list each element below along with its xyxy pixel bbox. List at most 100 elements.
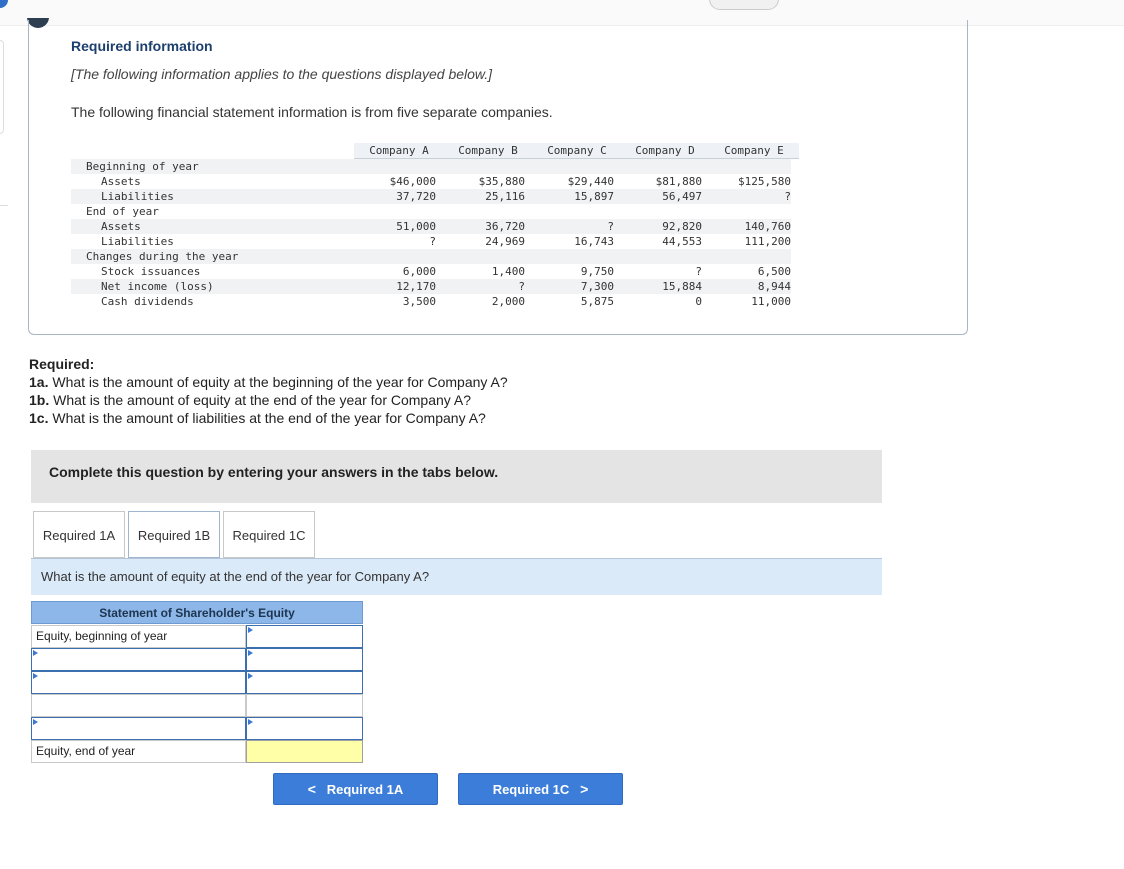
info-corner-icon [0,0,8,8]
required-heading: Required: [29,356,95,372]
side-rail [0,40,4,134]
row-label: Liabilities [101,235,174,248]
table-row [71,219,791,234]
required-item-1a: 1a. What is the amount of equity at the … [29,373,508,391]
label-dropdown[interactable] [31,648,246,671]
amount-input[interactable] [246,671,363,694]
input-marker-icon [248,650,253,656]
info-description: The following financial statement inform… [71,104,553,120]
table-cell: 5,875 [580,295,614,308]
table-row [71,279,791,294]
label-dropdown[interactable] [31,671,246,694]
table-cell: 15,884 [662,280,702,293]
prev-button-label: Required 1A [326,782,404,797]
table-cell: 37,720 [396,190,436,203]
input-marker-icon [33,650,38,656]
table-cell: ? [429,235,436,248]
info-note: [The following information applies to th… [71,66,493,82]
tab-required-1a[interactable]: Required 1A [33,511,125,558]
chevron-left-icon: < [307,781,316,797]
table-row [71,249,791,264]
label-field[interactable] [36,672,245,693]
amount-field[interactable] [247,626,362,647]
step-indicator-icon [27,18,49,28]
statement-row [31,648,363,671]
table-cell: $81,880 [655,175,702,188]
amount-field[interactable] [247,649,362,670]
required-item-1c: 1c. What is the amount of liabilities at… [29,409,508,427]
row-label: Changes during the year [86,250,239,263]
table-cell: 24,969 [485,235,525,248]
table-cell [622,249,702,264]
row-label: Equity, end of year [31,740,246,763]
table-cell: 92,820 [662,220,702,233]
table-cell: 51,000 [396,220,436,233]
tab-baseline [31,558,882,559]
row-label [31,694,246,717]
statement-title: Statement of Shareholder's Equity [31,601,363,624]
label-field[interactable] [36,649,245,670]
row-label: Net income (loss) [101,280,214,293]
input-marker-icon [248,719,253,725]
table-cell [445,204,525,219]
input-marker-icon [33,719,38,725]
amount-field[interactable] [247,672,362,693]
row-label: Equity, beginning of year [31,625,246,648]
table-cell [711,159,791,174]
amount-input[interactable] [246,648,363,671]
table-cell [622,159,702,174]
table-cell: 11,000 [751,295,791,308]
table-cell: 25,116 [485,190,525,203]
amount-input[interactable] [246,625,363,648]
company-header: Company C [532,143,622,159]
tab-required-1c[interactable]: Required 1C [223,511,315,558]
table-cell [356,204,436,219]
table-row [71,189,791,204]
amount-field[interactable] [247,718,362,739]
required-item-1b: 1b. What is the amount of equity at the … [29,391,508,409]
instructions-banner: Complete this question by entering your … [31,450,882,503]
table-cell [622,204,702,219]
saved-status-pill [709,0,779,10]
table-cell: ? [695,265,702,278]
table-cell: $35,880 [478,175,525,188]
statement-row: Equity, end of year [31,740,363,763]
row-label: Assets [101,220,141,233]
row-label: Stock issuances [101,265,201,278]
input-marker-icon [33,673,38,679]
table-cell [445,159,525,174]
label-dropdown[interactable] [31,717,246,740]
tab-required-1b[interactable]: Required 1B [128,511,220,558]
input-marker-icon [248,627,253,633]
table-cell: 9,750 [580,265,614,278]
input-marker-icon [248,673,253,679]
prev-required-1a-button[interactable]: < Required 1A [273,773,438,805]
side-divider [0,205,8,206]
required-tag: 1b. [29,392,50,408]
statement-row: Equity, beginning of year [31,625,363,648]
table-cell: 15,897 [574,190,614,203]
amount-input[interactable] [246,717,363,740]
row-label: End of year [86,205,159,218]
equity-end-amount [246,740,363,763]
table-cell: $46,000 [389,175,436,188]
table-cell: 1,400 [491,265,525,278]
table-cell: 111,200 [744,235,791,248]
label-field[interactable] [36,718,245,739]
instructions-text: Complete this question by entering your … [49,464,499,480]
table-cell [534,159,614,174]
company-header: Company B [443,143,533,159]
amount-cell [246,694,363,717]
question-text: What is the amount of equity at the end … [41,569,430,584]
row-label: Assets [101,175,141,188]
next-required-1c-button[interactable]: Required 1C > [458,773,623,805]
table-cell: 3,500 [402,295,436,308]
table-cell: 8,944 [757,280,791,293]
next-button-label: Required 1C [492,782,570,797]
table-cell: 0 [695,295,702,308]
table-cell: 16,743 [574,235,614,248]
table-cell [534,204,614,219]
required-questions: Required: 1a. What is the amount of equi… [29,355,508,427]
table-cell: ? [518,280,525,293]
top-strip [0,0,1124,26]
